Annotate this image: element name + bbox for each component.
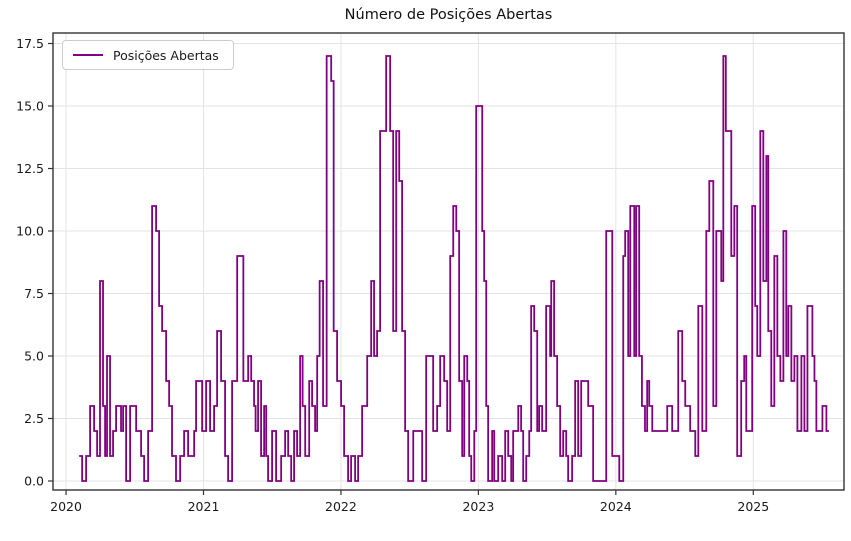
series-line-posicoes-abertas xyxy=(79,55,829,482)
y-tick-label: 0.0 xyxy=(24,474,44,489)
y-tick-label: 15.0 xyxy=(16,99,44,114)
x-tick-label: 2024 xyxy=(600,499,632,514)
y-tick-label: 17.5 xyxy=(16,36,44,51)
legend-line-swatch xyxy=(73,54,103,56)
x-tick-label: 2020 xyxy=(50,499,82,514)
legend: Posições Abertas xyxy=(62,40,234,70)
chart-title: Número de Posições Abertas xyxy=(344,7,553,23)
legend-label: Posições Abertas xyxy=(113,47,219,63)
y-tick-label: 5.0 xyxy=(24,349,44,364)
y-tick-label: 2.5 xyxy=(24,411,44,426)
x-tick-label: 2025 xyxy=(737,499,769,514)
x-tick-label: 2021 xyxy=(188,499,220,514)
x-tick-label: 2023 xyxy=(462,499,494,514)
y-tick-label: 7.5 xyxy=(24,286,44,301)
axes-border xyxy=(52,32,845,491)
y-tick-label: 10.0 xyxy=(16,224,44,239)
y-tick-label: 12.5 xyxy=(16,161,44,176)
x-tick-label: 2022 xyxy=(325,499,357,514)
